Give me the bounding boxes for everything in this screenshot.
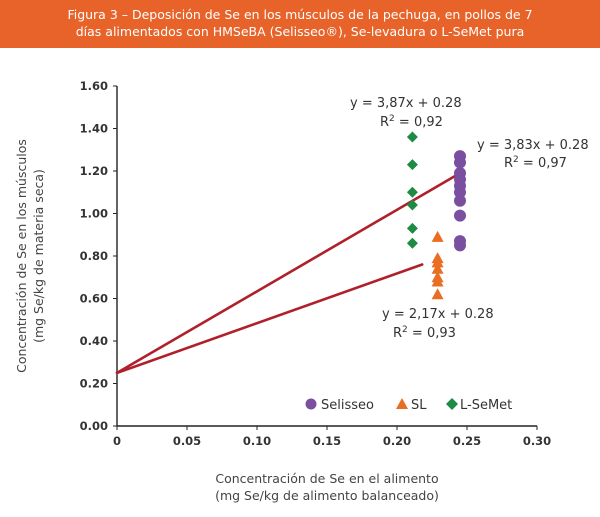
x-axis-title-line-1: Concentración de Se en el alimento (215, 471, 438, 486)
point-l-semet (406, 131, 418, 143)
x-axis-title-line-2: (mg Se/kg de alimento balanceado) (215, 488, 439, 503)
y-axis-ticks: 0.00 0.20 0.40 0.60 0.80 1.00 1.20 1.40 1.60 (80, 79, 117, 433)
legend-l-semet-marker (446, 398, 458, 410)
trend-lines (115, 171, 462, 375)
legend-sl-marker (396, 398, 408, 409)
x-tick-label: 0.20 (383, 434, 411, 448)
r2-selisseo: R2 = 0,97 (504, 155, 567, 171)
trend-line (115, 171, 462, 375)
equation-l-semet: y = 3,87x + 0.28 (350, 96, 462, 111)
y-tick-label: 0.40 (80, 334, 108, 348)
equation-selisseo: y = 3,83x + 0.28 (477, 138, 589, 153)
point-selisseo (454, 194, 466, 207)
point-l-semet (406, 159, 418, 171)
y-tick-label: 1.00 (80, 207, 108, 221)
x-tick-label: 0.05 (173, 434, 201, 448)
figure-header: Figura 3 – Deposición de Se en los múscu… (0, 0, 600, 48)
point-sl (431, 230, 444, 242)
y-axis-title-line-1: Concentración de Se en los músculos (14, 139, 29, 373)
point-sl (431, 256, 444, 268)
legend-selisseo-marker (305, 398, 317, 410)
equation-sl: y = 2,17x + 0.28 (382, 307, 494, 322)
trend-line (115, 263, 424, 375)
chart-legend: Selisseo SL L-SeMet (305, 398, 512, 413)
point-l-semet (406, 199, 418, 211)
point-l-semet (406, 237, 418, 249)
y-tick-label: 0.00 (80, 419, 108, 433)
legend-l-semet-label: L-SeMet (460, 398, 512, 413)
y-tick-label: 1.40 (80, 122, 108, 136)
x-tick-label: 0.15 (313, 434, 341, 448)
y-tick-label: 0.20 (80, 377, 108, 391)
point-sl (431, 288, 444, 300)
y-tick-label: 0.80 (80, 249, 108, 263)
y-tick-label: 0.60 (80, 292, 108, 306)
x-tick-label: 0.25 (453, 434, 481, 448)
point-selisseo (454, 239, 466, 252)
point-selisseo (454, 156, 466, 169)
y-axis-title-line-2: (mg Se/kg de materia seca) (31, 169, 46, 343)
figure-title-line-2: días alimentados con HMSeBA (Selisseo®),… (75, 24, 525, 39)
point-sl (431, 275, 444, 287)
r2-sl: R2 = 0,93 (393, 325, 456, 341)
data-points (406, 131, 466, 300)
legend-sl-label: SL (411, 398, 427, 413)
x-axis-ticks: 0 0.05 0.10 0.15 0.20 0.25 0.30 (113, 426, 551, 448)
legend-selisseo-label: Selisseo (321, 398, 374, 413)
point-l-semet (406, 222, 418, 234)
x-tick-label: 0 (113, 434, 121, 448)
point-l-semet (406, 186, 418, 198)
point-selisseo (454, 186, 466, 199)
y-tick-label: 1.20 (80, 164, 108, 178)
chart-axes (116, 86, 537, 427)
y-tick-label: 1.60 (80, 79, 108, 93)
r2-l-semet: R2 = 0,92 (380, 114, 443, 130)
point-selisseo (454, 209, 466, 222)
figure-title-line-1: Figura 3 – Deposición de Se en los múscu… (67, 7, 533, 22)
x-tick-label: 0.30 (523, 434, 551, 448)
point-sl (431, 262, 444, 274)
x-tick-label: 0.10 (243, 434, 271, 448)
